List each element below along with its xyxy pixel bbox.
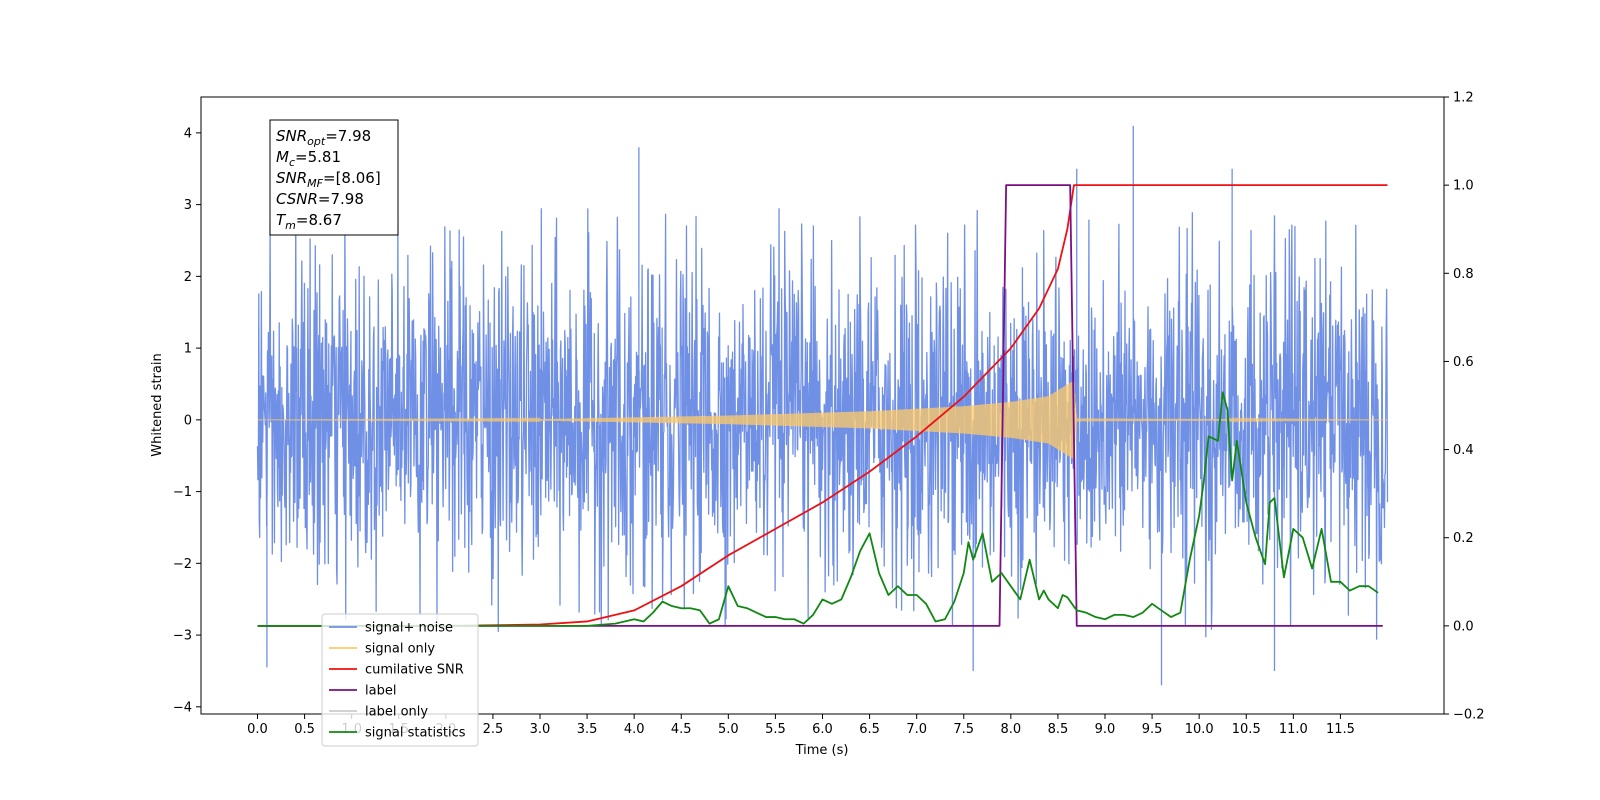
x-tick-label: 9.0: [1095, 722, 1116, 737]
legend-label-label-only: label only: [365, 705, 428, 720]
x-tick-label: 8.0: [1000, 722, 1021, 737]
y-right-tick-label: 0.6: [1453, 355, 1474, 370]
x-tick-label: 6.0: [812, 722, 833, 737]
annotation-line: SNRopt=7.98: [276, 127, 371, 148]
x-tick-label: 7.5: [953, 722, 974, 737]
x-tick-label: 0.0: [247, 722, 268, 737]
x-tick-label: 11.0: [1279, 722, 1308, 737]
x-tick-label: 7.0: [906, 722, 927, 737]
y-axis-title: Whitened strain: [150, 353, 165, 456]
annotation-line: Tm=8.67: [276, 211, 342, 232]
series-signal-statistics-line: [257, 391, 1379, 627]
y-right-tick-label: 0.0: [1453, 619, 1474, 634]
legend-label-signal-noise: signal+ noise: [365, 621, 453, 636]
x-tick-label: 8.5: [1048, 722, 1069, 737]
y-right-tick-label: 0.4: [1453, 443, 1474, 458]
x-tick-label: 10.0: [1185, 722, 1214, 737]
legend-frame: [321, 613, 479, 747]
annotation-line: SNRMF=[8.06]: [276, 169, 381, 190]
plot-area: [256, 125, 1389, 686]
y-right-tick-label: 1.0: [1453, 179, 1474, 194]
y-right-tick-label: −0.2: [1453, 708, 1485, 723]
y-tick-label: −4: [173, 700, 192, 715]
x-tick-label: 11.5: [1326, 722, 1355, 737]
legend-label-label: label: [365, 684, 396, 699]
x-tick-label: 5.5: [765, 722, 786, 737]
y-tick-label: 0: [184, 413, 192, 428]
legend-label-signal-only: signal only: [365, 642, 435, 657]
legend-label-signal-statistics: signal statistics: [365, 726, 466, 741]
y-tick-label: −1: [173, 485, 192, 500]
x-tick-label: 3.0: [530, 722, 551, 737]
series-cumilative-snr-line: [257, 184, 1388, 627]
y-tick-label: 1: [184, 342, 192, 357]
annotation-line: CSNR=7.98: [276, 190, 364, 208]
x-tick-label: 4.0: [624, 722, 645, 737]
y-tick-label: 2: [184, 270, 192, 285]
y-right-tick-label: 0.8: [1453, 267, 1474, 282]
legend-label-cumilative-snr: cumilative SNR: [365, 663, 464, 678]
x-tick-label: 2.5: [483, 722, 504, 737]
x-tick-label: 0.5: [294, 722, 315, 737]
y-tick-label: −2: [173, 557, 192, 572]
annotation-frame: [269, 119, 399, 236]
series-signal-only-line: [257, 380, 1388, 460]
y-right-tick-label: 1.2: [1453, 91, 1474, 106]
x-tick-label: 10.5: [1232, 722, 1261, 737]
annotation-line: Mc=5.81: [276, 148, 341, 169]
y-tick-label: 3: [184, 198, 192, 213]
y-right-tick-label: 0.2: [1453, 531, 1474, 546]
x-tick-label: 4.5: [671, 722, 692, 737]
x-tick-label: 6.5: [859, 722, 880, 737]
x-tick-label: 9.5: [1142, 722, 1163, 737]
y-tick-label: −3: [173, 629, 192, 644]
series-label-line: [257, 184, 1383, 627]
x-axis-title: Time (s): [795, 743, 849, 758]
y-tick-label: 4: [184, 126, 192, 141]
x-tick-label: 5.0: [718, 722, 739, 737]
legend: signal+ noise signal only cumilative SNR la…: [321, 613, 479, 747]
series-signal-noise-line: [256, 125, 1389, 686]
x-tick-label: 3.5: [577, 722, 598, 737]
